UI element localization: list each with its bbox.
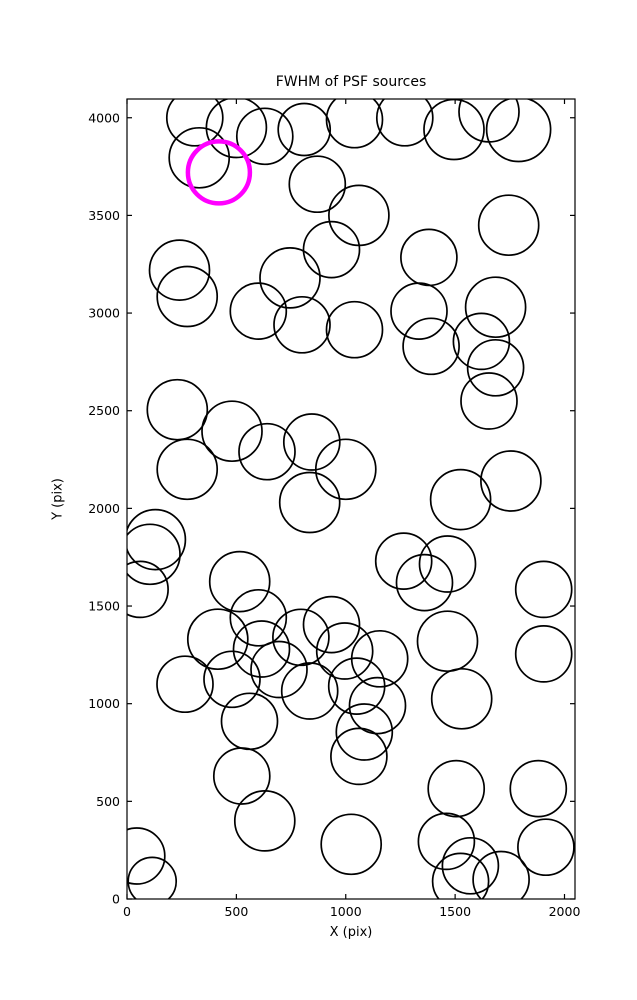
- psf-circle: [168, 126, 231, 189]
- psf-circle: [302, 595, 361, 654]
- psf-circle: [156, 265, 219, 328]
- x-axis-label: X (pix): [329, 925, 373, 940]
- psf-circle: [280, 662, 339, 720]
- psf-circle: [205, 99, 268, 159]
- psf-circle: [203, 650, 261, 709]
- psf-circle: [320, 813, 383, 876]
- psf-circle: [127, 523, 181, 586]
- psf-circle: [127, 508, 187, 571]
- psf-circle: [235, 107, 294, 166]
- x-tick-label: 2000: [549, 904, 581, 919]
- psf-circle: [127, 827, 166, 885]
- psf-circle: [165, 99, 224, 147]
- psf-circle: [208, 550, 271, 613]
- psf-circle: [466, 338, 525, 397]
- y-tick-label: 3000: [88, 306, 120, 321]
- psf-circle: [212, 747, 271, 805]
- psf-circle: [278, 471, 341, 534]
- x-tick-label: 0: [123, 904, 131, 919]
- psf-circle: [314, 438, 377, 501]
- y-tick-label: 3500: [88, 208, 120, 223]
- y-tick-label: 500: [96, 794, 120, 809]
- psf-circle: [514, 560, 573, 619]
- axes-frame: [126, 98, 576, 900]
- psf-circle: [431, 852, 490, 899]
- y-tick-label: 0: [112, 892, 120, 907]
- psf-circles-group: [127, 99, 575, 899]
- psf-circle: [416, 610, 479, 673]
- psf-circle: [325, 99, 384, 149]
- y-tick-label: 1500: [88, 599, 120, 614]
- y-tick-label: 4000: [88, 110, 120, 125]
- psf-circle: [452, 312, 511, 371]
- psf-circle: [156, 438, 219, 501]
- psf-circle: [430, 667, 493, 730]
- psf-circle: [464, 276, 527, 339]
- psf-circle: [229, 282, 288, 340]
- psf-circle: [259, 247, 321, 309]
- psf-circle: [375, 99, 434, 147]
- psf-circle: [509, 759, 568, 818]
- psf-circle: [229, 588, 288, 647]
- psf-circle: [395, 553, 454, 612]
- psf-circle: [460, 372, 518, 430]
- psf-circle: [282, 413, 341, 471]
- x-tick-label: 1500: [439, 904, 471, 919]
- x-tick-label: 1000: [330, 904, 362, 919]
- psf-circle: [427, 759, 486, 818]
- psf-circle: [146, 378, 209, 441]
- psf-circle: [417, 812, 476, 871]
- psf-circle: [273, 295, 331, 354]
- x-tick-label: 500: [224, 904, 248, 919]
- psf-circle: [127, 856, 178, 899]
- psf-circle: [477, 194, 540, 257]
- psf-circle: [517, 818, 575, 877]
- psf-circle: [272, 608, 330, 667]
- psf-circle: [315, 622, 374, 680]
- psf-circle: [232, 620, 291, 678]
- chart-title: FWHM of PSF sources: [275, 74, 427, 90]
- psf-circle: [156, 655, 214, 714]
- psf-circle: [238, 422, 296, 481]
- psf-circle: [429, 468, 492, 531]
- psf-circle: [127, 560, 169, 619]
- psf-circle: [327, 657, 386, 715]
- psf-circle: [472, 850, 530, 899]
- y-tick-label: 1000: [88, 696, 120, 711]
- psf-circle: [330, 727, 388, 786]
- psf-circle: [325, 300, 384, 359]
- psf-circle: [418, 535, 477, 593]
- psf-circle: [335, 703, 394, 761]
- psf-circle: [480, 450, 542, 512]
- psf-circle: [514, 625, 573, 683]
- highlighted-psf-circle: [185, 139, 253, 206]
- psf-circle: [148, 239, 211, 301]
- psf-circle: [250, 640, 308, 699]
- psf-circle: [233, 790, 296, 852]
- y-tick-label: 2000: [88, 501, 120, 516]
- psf-circle: [485, 99, 552, 163]
- psf-circle: [390, 282, 448, 340]
- psf-circle: [288, 155, 347, 214]
- psf-circle: [348, 676, 407, 735]
- psf-circle: [277, 102, 332, 157]
- y-axis-label: Y (pix): [50, 478, 66, 520]
- psf-circle: [402, 317, 460, 376]
- psf-circle: [441, 836, 500, 895]
- psf-circle: [201, 400, 263, 463]
- y-tick-label: 2500: [88, 403, 120, 418]
- psf-circle: [302, 220, 361, 279]
- psf-circle: [186, 608, 249, 671]
- psf-circle: [374, 532, 433, 590]
